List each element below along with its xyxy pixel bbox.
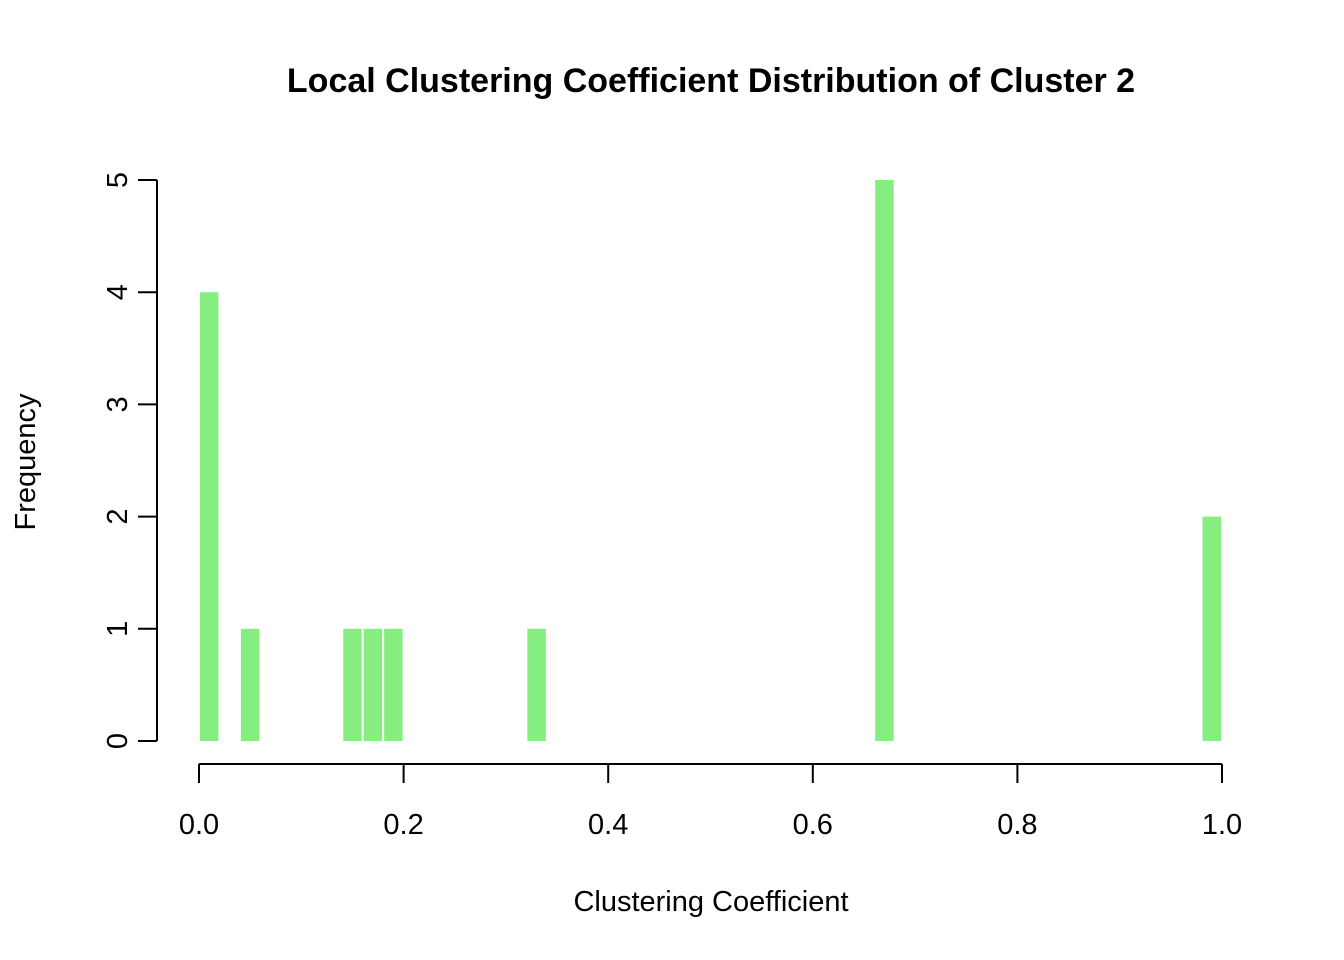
bars-layer: [200, 180, 1221, 741]
x-axis-label: Clustering Coefficient: [573, 886, 848, 918]
x-tick-label: 0.0: [179, 809, 219, 841]
histogram-bar: [527, 628, 546, 741]
y-tick-label: 2: [102, 509, 134, 525]
histogram-bar: [343, 628, 362, 741]
x-tick-label: 0.6: [793, 809, 833, 841]
x-tick-label: 0.8: [997, 809, 1037, 841]
x-tick-label: 1.0: [1202, 809, 1242, 841]
histogram-bar: [200, 292, 219, 741]
y-tick-label: 1: [102, 621, 134, 637]
histogram-bar: [875, 180, 894, 741]
histogram-bar: [240, 628, 260, 741]
histogram-bar: [363, 628, 383, 741]
x-tick-label: 0.2: [383, 809, 423, 841]
y-tick-label: 0: [102, 733, 134, 749]
histogram-bar: [384, 628, 403, 741]
y-axis: 0 1 2 3 4 5: [102, 172, 158, 749]
y-tick-label: 4: [102, 284, 134, 300]
histogram-bar: [1202, 516, 1221, 741]
chart-title: Local Clustering Coefficient Distributio…: [287, 62, 1135, 100]
x-tick-label: 0.4: [588, 809, 628, 841]
y-tick-label: 5: [102, 172, 134, 188]
x-axis: 0.0 0.2 0.4 0.6 0.8 1.0: [179, 763, 1242, 841]
y-tick-label: 3: [102, 396, 134, 412]
y-axis-label: Frequency: [10, 393, 42, 531]
